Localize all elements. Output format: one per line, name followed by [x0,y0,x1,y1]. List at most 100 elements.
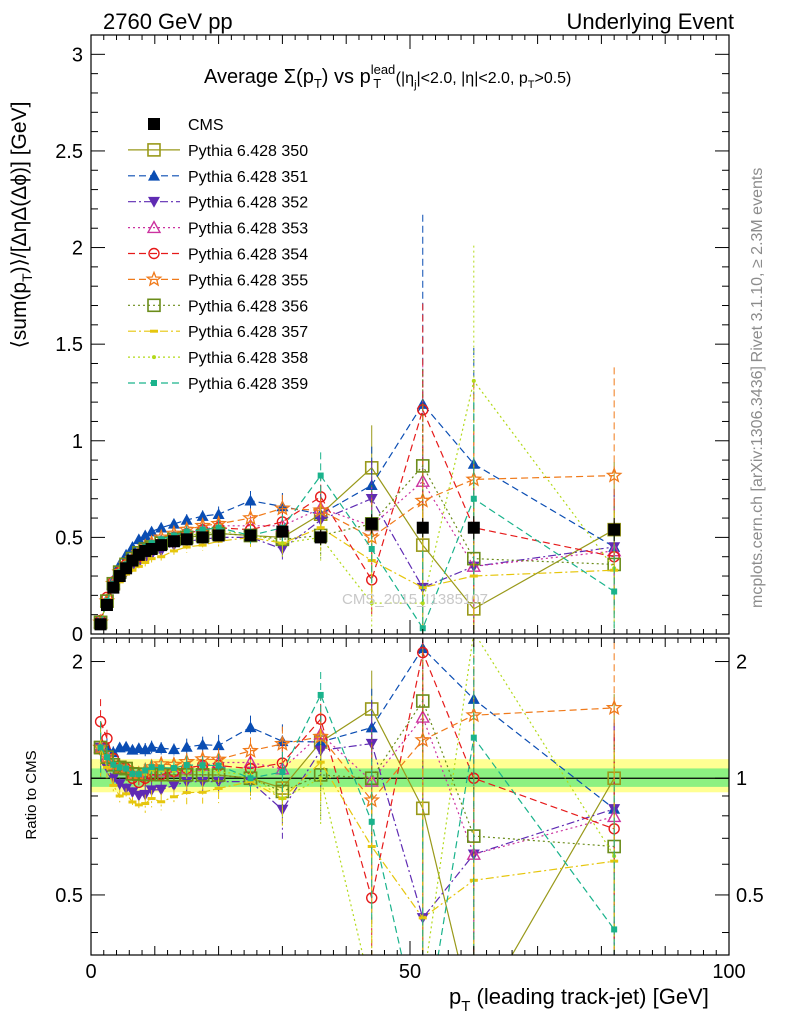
ratio-series-356 [93,638,621,955]
legend-entry-354: Pythia 6.428 354 [128,247,308,264]
ratio-line [100,708,615,955]
ratio-series-354 [94,638,620,955]
cms-data-point [244,529,257,542]
data-point [471,378,476,383]
legend: CMS Pythia 6.428 350 Pythia 6.428 351 Pythi… [128,117,308,393]
cms-data-point [276,525,289,538]
ratio-point [135,771,142,778]
data-point [215,524,222,531]
ratio-point [370,990,374,994]
legend-label: Pythia 6.428 358 [188,350,308,367]
data-point [139,529,152,541]
plot-title: Average Σ(pT) vs plead T (|ηj|<2.0, |η|<2… [204,62,571,91]
series-line [100,408,615,621]
y-tick-label: 3 [72,44,83,66]
cms-data-point [94,618,107,631]
ratio-point [110,761,117,768]
legend-label: Pythia 6.428 354 [188,247,308,264]
ratio-point [421,984,425,988]
legend-label: Pythia 6.428 355 [188,272,308,289]
ratio-point [414,731,432,748]
ratio-line [100,693,615,955]
energy-label: 2760 GeV pp [103,9,233,34]
series-line [100,379,615,623]
x-tick-label: 0 [85,961,96,983]
data-point [273,499,291,516]
cms-data-point [212,529,225,542]
ratio-point [279,769,286,776]
analysis-watermark: CMS_2015_I1385107 [342,591,488,608]
axis-ticks: 0 50 100 0 0.5 1 1.5 2 2.5 3 0.5 0.5 1 1 2 2 [55,34,764,983]
data-point [420,601,425,606]
ratio-point [212,739,225,751]
ratio-y-axis-label: Ratio to CMS [23,750,40,839]
ratio-point [120,740,133,752]
ratio-panel-series [92,638,623,994]
ratio-point [113,779,126,790]
ratio-point [605,699,623,716]
legend-label: Pythia 6.428 359 [188,376,308,393]
data-point [132,533,145,545]
legend-label: Pythia 6.428 351 [188,169,308,186]
data-point [415,459,430,473]
cms-data-point [180,533,193,546]
cms-data-point [314,531,327,544]
ratio-tick-label-right: 2 [736,652,747,674]
ratio-series-359 [97,646,618,955]
cms-data-point [100,599,113,612]
series-line [100,464,615,623]
ratio-tick-label-right: 1 [736,768,747,790]
series-355 [92,367,623,630]
ratio-point [199,762,206,769]
data-point [167,517,180,529]
legend-entry-359: Pythia 6.428 359 [128,376,308,393]
data-point [244,494,257,506]
cms-data-point [167,535,180,548]
series-351 [94,214,621,628]
ratio-point [155,742,168,753]
data-point [145,525,158,537]
ratio-tick-label-right: 0.5 [736,885,764,907]
ratio-frame [90,637,730,956]
legend-marker [151,380,157,386]
ratio-point [280,796,285,801]
ratio-point [417,646,429,659]
ratio-point [142,767,149,774]
cms-data-point [416,521,429,534]
process-label: Underlying Event [566,9,734,34]
y-tick-label: 0.5 [55,527,83,549]
main-panel-series [92,214,623,634]
ratio-series-358 [98,638,617,994]
y-tick-label: 0 [72,624,83,646]
ratio-point [368,818,375,825]
data-point [183,528,190,535]
ratio-point [470,734,477,741]
legend-entry-352: Pythia 6.428 352 [128,195,308,212]
ratio-point [155,784,168,796]
legend-entry-351: Pythia 6.428 351 [128,169,308,186]
data-point [280,541,285,546]
ratio-point [244,721,257,733]
ratio-point [611,926,618,933]
ratio-point [129,770,136,777]
y-tick-label: 1 [72,431,83,453]
legend-marker [146,220,162,234]
ratio-tick-label: 0.5 [55,885,83,907]
data-point [369,601,374,606]
data-point [470,495,477,502]
data-point [419,625,426,632]
ratio-point [215,762,222,769]
ratio-point [170,765,177,772]
data-point [368,545,375,552]
data-point [317,472,324,479]
ratio-point [180,740,193,752]
ratio-point [415,694,430,708]
legend-label: Pythia 6.428 356 [188,298,308,315]
ratio-point [167,743,180,755]
ratio-tick-label: 2 [72,652,83,674]
data-point [196,510,209,521]
legend-entry-357: Pythia 6.428 357 [128,324,308,341]
legend-marker [147,298,161,313]
legend-label: Pythia 6.428 352 [188,195,308,212]
data-point [414,491,432,508]
